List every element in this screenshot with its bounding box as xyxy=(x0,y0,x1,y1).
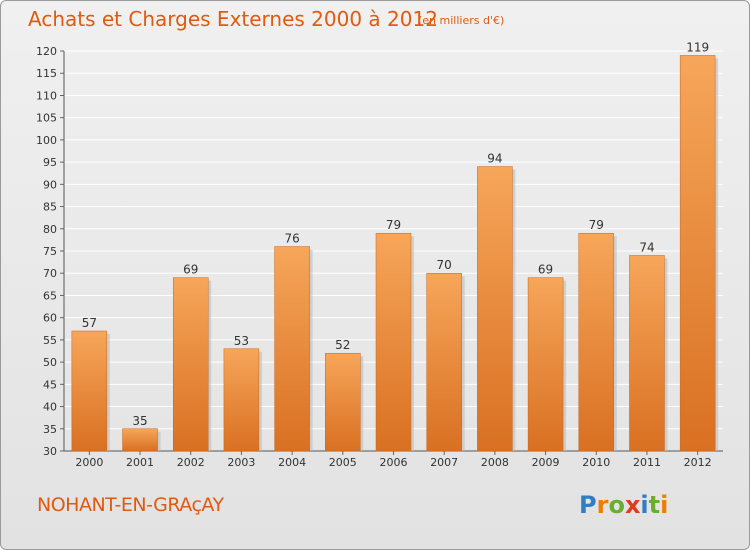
bar-value-label: 53 xyxy=(234,334,249,348)
bar xyxy=(122,428,158,452)
y-tick-label: 40 xyxy=(43,401,57,414)
bar xyxy=(477,166,513,452)
bar-value-label: 119 xyxy=(686,40,709,54)
y-tick-label: 90 xyxy=(43,178,57,191)
y-tick-label: 70 xyxy=(43,267,57,280)
y-tick-label: 30 xyxy=(43,445,57,458)
bar xyxy=(375,232,412,452)
bar xyxy=(426,272,462,452)
logo-letter: t xyxy=(648,491,661,519)
y-tick-label: 115 xyxy=(36,67,57,80)
chart-title: Achats et Charges Externes 2000 à 2012 xyxy=(28,7,438,31)
bar-value-label: 70 xyxy=(437,258,452,272)
bar-value-label: 69 xyxy=(538,263,553,277)
y-tick-label: 65 xyxy=(43,289,57,302)
logo-letter: r xyxy=(596,491,609,519)
y-tick-label: 85 xyxy=(43,201,57,214)
logo-letter: P xyxy=(579,491,597,519)
chart-subtitle: (en milliers d'€) xyxy=(418,14,505,27)
x-tick-label: 2006 xyxy=(380,456,408,469)
bar xyxy=(325,352,361,452)
bar-value-label: 76 xyxy=(284,232,299,246)
bar-value-label: 69 xyxy=(183,263,198,277)
x-tick-label: 2003 xyxy=(227,456,255,469)
y-tick-label: 110 xyxy=(36,89,57,102)
y-tick-label: 80 xyxy=(43,223,57,236)
logo-letter: x xyxy=(624,491,641,519)
y-tick-label: 60 xyxy=(43,312,57,325)
y-tick-label: 100 xyxy=(36,134,57,147)
y-tick-label: 120 xyxy=(36,45,57,58)
x-tick-label: 2012 xyxy=(684,456,712,469)
y-tick-label: 35 xyxy=(43,423,57,436)
bar xyxy=(274,246,310,452)
bar-value-label: 94 xyxy=(487,152,502,166)
x-tick-label: 2001 xyxy=(126,456,154,469)
bar xyxy=(172,277,209,452)
x-tick-label: 2004 xyxy=(278,456,306,469)
x-tick-label: 2008 xyxy=(481,456,509,469)
x-tick-label: 2007 xyxy=(430,456,458,469)
bar xyxy=(223,348,260,452)
bar xyxy=(527,277,564,452)
bar-value-label: 79 xyxy=(386,218,401,232)
y-tick-label: 95 xyxy=(43,156,57,169)
y-tick-label: 55 xyxy=(43,334,57,347)
proxiti-logo[interactable]: Proxiti xyxy=(579,491,668,519)
bar xyxy=(679,55,716,452)
bar xyxy=(629,255,665,452)
x-tick-label: 2002 xyxy=(177,456,205,469)
logo-letter: o xyxy=(608,491,625,519)
bar xyxy=(71,330,108,452)
bar-value-label: 57 xyxy=(82,316,97,330)
bar-value-label: 79 xyxy=(589,218,604,232)
y-tick-label: 75 xyxy=(43,245,57,258)
bar xyxy=(578,232,615,452)
y-tick-label: 50 xyxy=(43,356,57,369)
bar-value-label: 52 xyxy=(335,338,350,352)
x-tick-label: 2005 xyxy=(329,456,357,469)
x-tick-label: 2009 xyxy=(532,456,560,469)
bar-value-label: 35 xyxy=(132,414,147,428)
commune-name: NOHANT-EN-GRAçAY xyxy=(37,494,224,516)
bar-value-label: 74 xyxy=(639,240,654,254)
logo-letter: i xyxy=(660,491,669,519)
logo-letter: i xyxy=(640,491,649,519)
y-tick-label: 105 xyxy=(36,112,57,125)
x-tick-label: 2011 xyxy=(633,456,661,469)
x-tick-label: 2010 xyxy=(582,456,610,469)
y-tick-label: 45 xyxy=(43,378,57,391)
x-tick-label: 2000 xyxy=(75,456,103,469)
